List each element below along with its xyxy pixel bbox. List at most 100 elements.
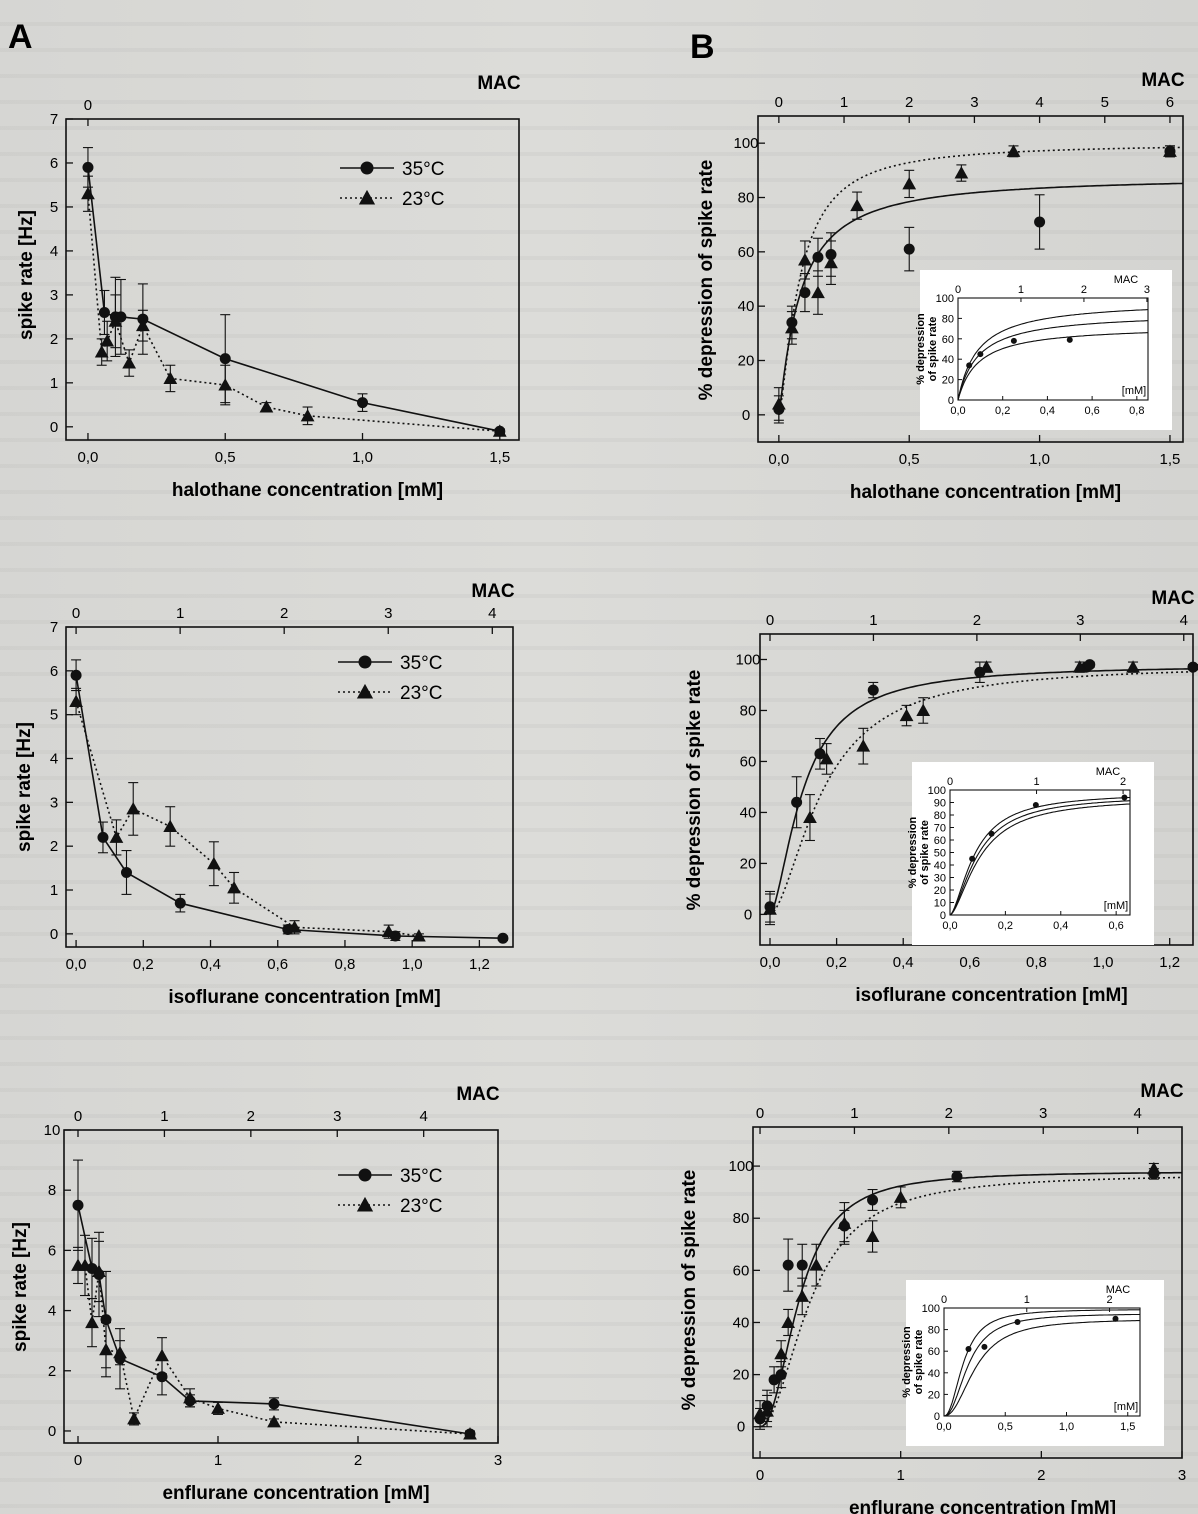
legend-label: 23°C	[400, 683, 442, 704]
chart-a1: 0,0 0,5 1,0 1,5 0 1 2 3 4 5 6 7 0 MAC halothane concen…	[16, 73, 521, 501]
inset-y-tick-label: 80	[928, 1325, 940, 1337]
inset-data-point	[1121, 794, 1128, 801]
inset-y-axis-label: % depression	[915, 313, 927, 385]
y-tick-label: 20	[738, 353, 755, 370]
data-point	[100, 334, 115, 347]
y-tick-label: 40	[733, 1314, 750, 1331]
y-tick-label: 7	[50, 111, 58, 128]
y-tick-label: 7	[50, 619, 58, 636]
data-point	[94, 345, 109, 358]
inset-y-axis-label: of spike rate	[927, 317, 939, 382]
y-tick-label: 100	[735, 651, 760, 668]
inset-y-tick-label: 60	[942, 334, 954, 346]
x-tick-label: 2	[354, 1452, 362, 1469]
y-tick-label: 0	[744, 906, 752, 923]
mac-tick-label: 1	[869, 612, 877, 629]
panel-label-a: A	[8, 18, 33, 56]
data-point	[287, 920, 302, 933]
inset-x-axis-label: [mM]	[1104, 900, 1128, 912]
data-point	[108, 314, 123, 327]
chart-a3: 0 1 2 3 0 2 4 6 8 10 0 1 2 3 4 MAC enflurane concentrati…	[10, 1084, 502, 1504]
x-tick-label: 0,2	[133, 956, 154, 973]
inset-curve	[957, 309, 1149, 401]
mac-tick-label: 4	[420, 1108, 428, 1125]
mac-tick-label: 2	[247, 1108, 255, 1125]
x-axis-label: isoflurane concentration [mM]	[168, 987, 440, 1008]
inset-y-axis-label: % depression	[907, 816, 919, 888]
x-tick-label: 0,5	[215, 449, 236, 466]
inset-y-axis-label: of spike rate	[913, 1330, 925, 1395]
inset-data-point	[966, 362, 973, 369]
mac-tick-label: 1	[840, 94, 848, 111]
y-axis-label: % depression of spike rate	[696, 160, 717, 401]
legend-marker	[358, 189, 376, 205]
data-point	[809, 1258, 824, 1271]
data-point	[99, 1342, 113, 1356]
inset-mac-tick-label: 0	[941, 1294, 947, 1306]
inset-y-tick-label: 20	[934, 885, 946, 897]
x-tick-label: 0	[756, 1467, 764, 1484]
x-tick-label: 0,4	[200, 956, 221, 973]
y-axis-label: % depression of spike rate	[679, 1170, 700, 1411]
x-tick-label: 2	[1037, 1467, 1045, 1484]
data-point	[492, 424, 507, 437]
data-point	[1072, 660, 1087, 673]
inset-data-point	[977, 351, 984, 358]
inset-curve	[949, 796, 1130, 916]
inset-curve	[949, 803, 1131, 916]
inset-x-tick-label: 1,0	[1059, 1421, 1074, 1433]
data-point	[819, 752, 834, 765]
inset-y-tick-label: 70	[934, 823, 946, 835]
inset-y-tick-label: 100	[936, 293, 954, 305]
mac-tick-label: 1	[850, 1105, 858, 1122]
data-point	[357, 397, 369, 409]
legend-label: 35°C	[400, 653, 442, 674]
legend: 35°C 23°C	[338, 1166, 442, 1217]
plot-frame	[752, 1126, 1183, 1459]
mac-axis-label: MAC	[477, 73, 521, 94]
legend-marker	[358, 655, 372, 669]
series-35c	[70, 659, 509, 944]
inset-y-tick-label: 100	[928, 785, 946, 797]
y-tick-label: 100	[728, 1158, 753, 1175]
x-axis-label: halothane concentration [mM]	[172, 480, 443, 501]
inset-y-tick-label: 30	[934, 873, 946, 885]
inset-data-point	[981, 1343, 988, 1350]
data-point	[127, 1412, 141, 1425]
mac-tick-label: 6	[1166, 94, 1174, 111]
data-point	[85, 1315, 99, 1329]
mac-axis-label: MAC	[1141, 70, 1185, 91]
inset-y-tick-label: 20	[928, 1389, 940, 1401]
legend-label: 35°C	[402, 159, 444, 180]
inset-data-point	[965, 1346, 972, 1353]
data-point	[763, 902, 777, 915]
inset-y-tick-label: 0	[934, 1411, 940, 1423]
x-tick-label: 1,0	[1093, 954, 1114, 971]
inset-y-tick-label: 40	[942, 354, 954, 366]
data-point	[463, 1427, 477, 1440]
inset-mac-tick-label: 3	[1144, 284, 1150, 296]
data-point	[812, 251, 824, 263]
data-point	[916, 703, 931, 716]
data-point	[899, 708, 914, 722]
data-point	[796, 1259, 808, 1271]
x-axis-label: enflurane concentration [mM]	[162, 1483, 429, 1504]
data-point	[219, 353, 231, 365]
mac-axis-label: MAC	[471, 581, 515, 602]
mac-tick-label: 4	[1035, 94, 1043, 111]
data-point	[412, 929, 426, 942]
data-point	[865, 1229, 880, 1242]
inset-curve	[949, 800, 1131, 916]
inset-mac-tick-label: 2	[1081, 284, 1087, 296]
legend-label: 23°C	[402, 189, 444, 210]
inset-mac-tick-label: 0	[947, 776, 953, 788]
x-tick-label: 0,2	[826, 954, 847, 971]
data-point	[803, 810, 817, 824]
inset-y-tick-label: 80	[934, 810, 946, 822]
data-point	[1006, 144, 1021, 157]
y-tick-label: 3	[50, 287, 58, 304]
data-point	[163, 819, 178, 832]
data-point	[867, 684, 879, 696]
